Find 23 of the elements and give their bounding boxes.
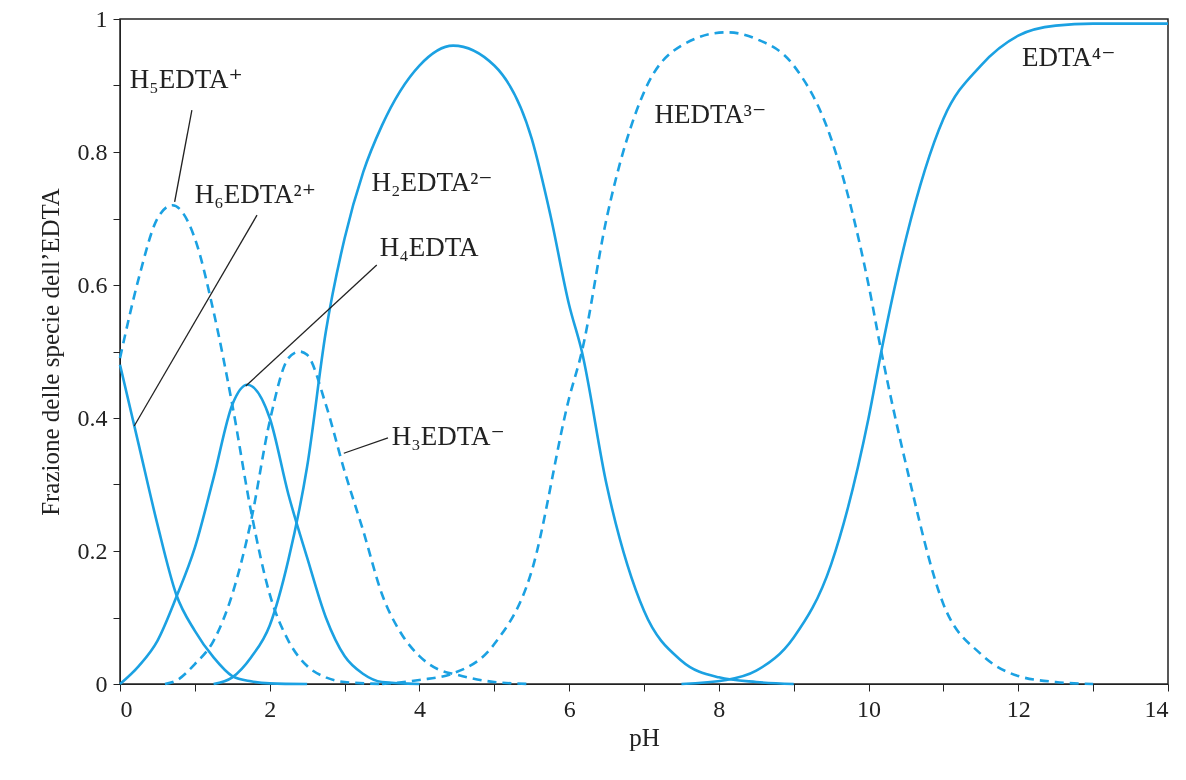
y-tick-label: 0.4: [77, 404, 108, 431]
y-tick-label: 0.8: [77, 138, 108, 165]
text: H₅EDTA⁺: [129, 64, 243, 95]
x-tick-label: 6: [563, 695, 576, 722]
x-tick-label: 2: [264, 695, 277, 722]
text: H₄EDTA: [379, 231, 479, 262]
x-tick-label: 10: [857, 695, 882, 722]
series-label: EDTA⁴⁻: [1022, 41, 1116, 72]
x-axis-title: pH: [629, 723, 660, 751]
y-tick-label: 0.6: [77, 271, 108, 298]
x-tick-label: 0: [120, 695, 133, 722]
y-tick-label: 0: [95, 670, 108, 697]
text: H₆EDTA²⁺: [194, 179, 316, 210]
series-label: H₃EDTA⁻: [391, 421, 505, 452]
y-tick-label: 0.2: [77, 537, 108, 564]
series-label: H₂EDTA²⁻: [371, 167, 493, 198]
x-tick-label: 4: [413, 695, 426, 722]
y-tick-label: 1: [95, 5, 108, 32]
series-label: HEDTA³⁻: [654, 98, 767, 129]
y-axis-title: Frazione delle specie dell’EDTA: [36, 188, 64, 516]
x-tick-label: 8: [713, 695, 726, 722]
x-tick-label: 12: [1006, 695, 1031, 722]
x-tick-label: 14: [1144, 695, 1169, 722]
